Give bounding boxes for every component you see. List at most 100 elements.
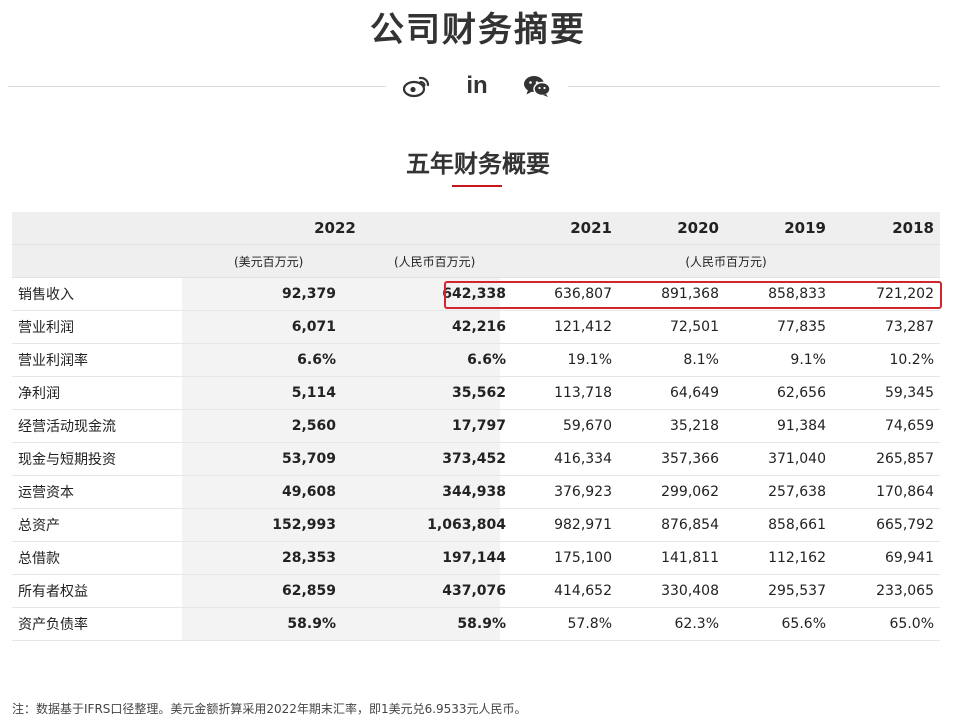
value-2022-cny: 42,216 [451, 319, 506, 335]
unit-cny-historical: (人民币百万元) [685, 254, 767, 269]
value-2019: 371,040 [768, 451, 826, 467]
footnote: 注：数据基于IFRS口径整理。美元金额折算采用2022年期末汇率，即1美元兑6.… [12, 702, 527, 716]
row-label: 净利润 [18, 386, 60, 402]
row-label: 营业利润 [18, 320, 74, 336]
value-2019: 295,537 [768, 583, 826, 599]
social-share-bar: in [386, 70, 568, 102]
divider-left [8, 86, 386, 87]
value-2020: 141,811 [661, 550, 719, 566]
value-2019: 858,833 [768, 286, 826, 302]
value-2020: 72,501 [670, 319, 719, 335]
year-2022: 2022 [314, 219, 356, 237]
value-2022-cny: 35,562 [451, 385, 506, 401]
year-2018: 2018 [892, 219, 934, 237]
value-2019: 91,384 [777, 418, 826, 434]
value-2022-usd: 2,560 [291, 418, 336, 434]
value-2022-cny: 1,063,804 [427, 517, 506, 533]
row-label: 所有者权益 [18, 584, 88, 600]
unit-usd: (美元百万元) [234, 254, 304, 269]
row-label: 经营活动现金流 [18, 419, 116, 435]
value-2019: 62,656 [777, 385, 826, 401]
value-2021: 636,807 [554, 286, 612, 302]
value-2018: 170,864 [876, 484, 934, 500]
row-label: 营业利润率 [18, 353, 88, 369]
value-2018: 59,345 [885, 385, 934, 401]
value-2022-cny: 58.9% [457, 616, 506, 632]
table-row: 销售收入 92,379 642,338 636,807 891,368 858,833 72… [12, 278, 940, 311]
value-2022-cny: 197,144 [442, 550, 506, 566]
value-2021: 59,670 [563, 418, 612, 434]
value-2021: 414,652 [554, 583, 612, 599]
value-2022-usd: 6,071 [291, 319, 336, 335]
value-2022-cny: 6.6% [467, 352, 506, 368]
table-row: 资产负债率 58.9% 58.9% 57.8% 62.3% 65.6% 65.0% [12, 608, 940, 641]
fy2022-column-band [182, 278, 500, 641]
value-2022-usd: 62,859 [281, 583, 336, 599]
value-2018: 69,941 [885, 550, 934, 566]
value-2018: 665,792 [876, 517, 934, 533]
table-row: 营业利润 6,071 42,216 121,412 72,501 77,835 73,287 [12, 311, 940, 344]
value-2019: 65.6% [781, 616, 826, 632]
section-title: 五年财务概要 [406, 150, 550, 178]
value-2022-usd: 152,993 [272, 517, 336, 533]
value-2020: 876,854 [661, 517, 719, 533]
table-row: 总资产 152,993 1,063,804 982,971 876,854 858,661… [12, 509, 940, 542]
row-label: 现金与短期投资 [18, 452, 116, 468]
value-2020: 357,366 [661, 451, 719, 467]
wechat-icon[interactable] [520, 70, 554, 102]
row-label: 运营资本 [18, 485, 74, 501]
table-row: 所有者权益 62,859 437,076 414,652 330,408 295,537 2… [12, 575, 940, 608]
value-2022-usd: 92,379 [281, 286, 336, 302]
table-row: 总借款 28,353 197,144 175,100 141,811 112,162 69,… [12, 542, 940, 575]
value-2018: 74,659 [885, 418, 934, 434]
table-row: 现金与短期投资 53,709 373,452 416,334 357,366 371,04… [12, 443, 940, 476]
value-2020: 330,408 [661, 583, 719, 599]
value-2019: 77,835 [777, 319, 826, 335]
value-2019: 257,638 [768, 484, 826, 500]
value-2020: 891,368 [661, 286, 719, 302]
divider-right [568, 86, 940, 87]
section-title-underline [452, 185, 502, 187]
value-2021: 982,971 [554, 517, 612, 533]
value-2021: 113,718 [554, 385, 612, 401]
value-2018: 233,065 [876, 583, 934, 599]
value-2020: 299,062 [661, 484, 719, 500]
value-2022-usd: 5,114 [291, 385, 336, 401]
value-2022-usd: 28,353 [281, 550, 336, 566]
weibo-icon[interactable] [400, 70, 434, 102]
value-2021: 416,334 [554, 451, 612, 467]
value-2022-cny: 344,938 [442, 484, 506, 500]
year-header-row: 2022 2021 2020 2019 2018 [12, 212, 940, 245]
page-title: 公司财务摘要 [370, 10, 586, 50]
row-label: 总资产 [18, 518, 60, 534]
table-row: 净利润 5,114 35,562 113,718 64,649 62,656 59,345 [12, 377, 940, 410]
value-2018: 10.2% [889, 352, 934, 368]
value-2021: 19.1% [567, 352, 612, 368]
year-2021: 2021 [570, 219, 612, 237]
year-2020: 2020 [677, 219, 719, 237]
value-2022-cny: 373,452 [442, 451, 506, 467]
row-label: 资产负债率 [18, 617, 88, 633]
value-2022-cny: 437,076 [442, 583, 506, 599]
value-2022-cny: 17,797 [451, 418, 506, 434]
row-label: 总借款 [18, 551, 60, 567]
linkedin-icon[interactable]: in [466, 72, 488, 99]
value-2019: 112,162 [768, 550, 826, 566]
year-2019: 2019 [784, 219, 826, 237]
value-2020: 62.3% [674, 616, 719, 632]
value-2022-cny: 642,338 [442, 286, 506, 302]
value-2022-usd: 6.6% [297, 352, 336, 368]
value-2019: 858,661 [768, 517, 826, 533]
value-2020: 64,649 [670, 385, 719, 401]
unit-header-row: (美元百万元) (人民币百万元) (人民币百万元) [12, 245, 940, 278]
table-row: 运营资本 49,608 344,938 376,923 299,062 257,638 17… [12, 476, 940, 509]
value-2021: 121,412 [554, 319, 612, 335]
value-2020: 8.1% [683, 352, 719, 368]
value-2018: 73,287 [885, 319, 934, 335]
value-2019: 9.1% [790, 352, 826, 368]
revenue-highlight-box [444, 281, 942, 309]
financial-summary-table: 2022 2021 2020 2019 2018 (美元百万元) (人民币百万元… [12, 212, 940, 641]
value-2018: 265,857 [876, 451, 934, 467]
value-2021: 376,923 [554, 484, 612, 500]
table-row: 经营活动现金流 2,560 17,797 59,670 35,218 91,384 74,6… [12, 410, 940, 443]
